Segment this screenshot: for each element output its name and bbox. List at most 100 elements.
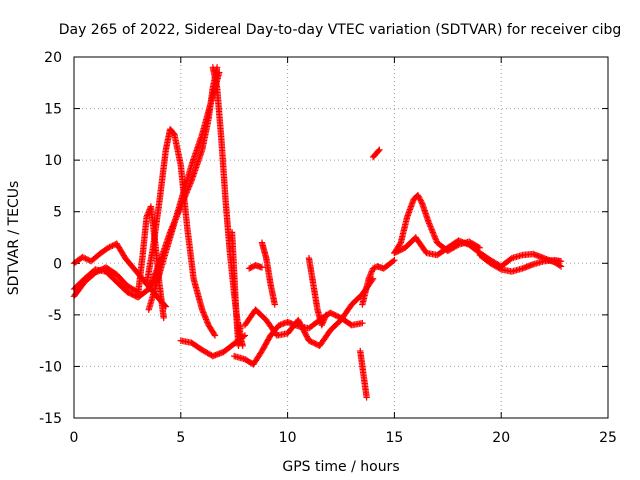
chart-title: Day 265 of 2022, Sidereal Day-to-day VTE… — [59, 22, 622, 38]
y-tick-label: -5 — [48, 308, 62, 324]
data-point-marker — [427, 223, 434, 230]
series-track-q — [359, 256, 398, 308]
data-point-marker — [416, 196, 424, 203]
data-point-marker — [366, 272, 374, 280]
data-point-marker — [79, 253, 86, 261]
data-point-marker — [557, 258, 565, 265]
series-track-o — [305, 254, 330, 329]
data-point-marker — [429, 227, 436, 235]
data-point-marker — [426, 221, 433, 229]
data-point-marker — [300, 327, 308, 335]
data-point-marker — [304, 334, 311, 342]
data-point-marker — [320, 317, 327, 324]
data-point-marker — [425, 218, 432, 226]
series-track-e — [143, 126, 219, 339]
x-tick-label: 20 — [492, 430, 510, 446]
data-point-marker — [390, 257, 397, 265]
data-point-marker — [82, 255, 89, 262]
data-point-marker — [391, 256, 398, 264]
data-point-marker — [363, 394, 370, 401]
data-point-marker — [160, 314, 167, 322]
plot-frame — [73, 56, 609, 419]
data-point-marker — [496, 265, 504, 272]
data-point-marker — [297, 322, 305, 329]
data-point-marker — [296, 319, 303, 326]
series-track-i — [177, 332, 249, 360]
data-point-marker — [322, 311, 330, 319]
data-point-marker — [365, 275, 372, 282]
y-tick-label: -15 — [39, 411, 62, 427]
x-tick-label: 25 — [599, 430, 617, 446]
data-point-marker — [303, 333, 311, 340]
data-point-marker — [295, 318, 303, 325]
data-point-marker — [319, 320, 326, 327]
data-point-marker — [104, 244, 112, 252]
data-point-marker — [371, 264, 378, 271]
data-point-marker — [241, 332, 249, 339]
series-track-s — [391, 192, 484, 257]
data-point-marker — [376, 146, 383, 154]
data-point-marker — [319, 319, 327, 326]
data-point-marker — [368, 269, 375, 277]
data-point-marker — [107, 243, 115, 250]
data-point-marker — [302, 331, 310, 339]
data-point-marker — [425, 220, 433, 227]
data-point-marker — [321, 316, 328, 323]
data-point-marker — [414, 192, 422, 199]
data-point-marker — [321, 314, 329, 322]
x-axis-label: GPS time / hours — [282, 459, 399, 475]
data-point-marker — [432, 235, 439, 242]
series-track-r — [369, 146, 383, 161]
series-track-h — [209, 64, 246, 349]
data-point-marker — [258, 264, 266, 271]
data-point-marker — [298, 323, 306, 331]
data-point-marker — [359, 319, 366, 327]
data-point-marker — [416, 194, 423, 202]
data-point-marker — [432, 236, 440, 243]
data-point-marker — [299, 325, 306, 332]
y-tick-label: -10 — [39, 359, 62, 375]
data-point-marker — [427, 224, 435, 232]
data-point-marker — [295, 316, 302, 324]
data-point-marker — [302, 330, 309, 337]
data-points — [70, 64, 565, 401]
data-point-marker — [318, 321, 325, 329]
data-point-marker — [211, 332, 219, 339]
data-point-marker — [109, 242, 116, 249]
y-tick-label: 10 — [44, 153, 62, 169]
data-point-marker — [297, 320, 304, 328]
x-tick-label: 15 — [385, 430, 403, 446]
series-track-j — [228, 229, 244, 349]
series-track-g — [145, 69, 223, 313]
data-point-marker — [375, 147, 382, 155]
data-point-marker — [83, 255, 91, 263]
y-tick-label: 5 — [53, 205, 62, 221]
x-tick-label: 5 — [176, 430, 185, 446]
y-tick-label: 15 — [44, 102, 62, 118]
data-point-marker — [430, 232, 438, 239]
data-point-marker — [106, 243, 113, 251]
y-tick-label: 0 — [53, 256, 62, 272]
series-track-u — [476, 251, 565, 275]
data-point-marker — [417, 197, 424, 204]
data-point-marker — [369, 265, 377, 272]
y-tick-label: 20 — [44, 50, 62, 66]
axis-ticks: 0 5 10 15 20 25 20 15 10 5 0 -5 -10 -15 — [39, 50, 617, 446]
data-point-marker — [367, 271, 374, 278]
data-point-marker — [430, 230, 437, 238]
data-point-marker — [301, 329, 308, 336]
y-axis-label: SDTVAR / TECUs — [6, 181, 22, 296]
series-track-n — [245, 262, 266, 272]
x-tick-label: 0 — [70, 430, 79, 446]
data-point-marker — [216, 69, 223, 76]
data-point-marker — [143, 213, 150, 221]
series-track-p — [357, 347, 370, 401]
series-track-l — [241, 275, 377, 349]
data-point-marker — [429, 229, 437, 236]
data-point-marker — [396, 240, 404, 248]
series-track-m — [258, 239, 278, 308]
data-point-marker — [300, 326, 307, 333]
data-point-marker — [322, 313, 329, 320]
x-tick-label: 10 — [279, 430, 297, 446]
